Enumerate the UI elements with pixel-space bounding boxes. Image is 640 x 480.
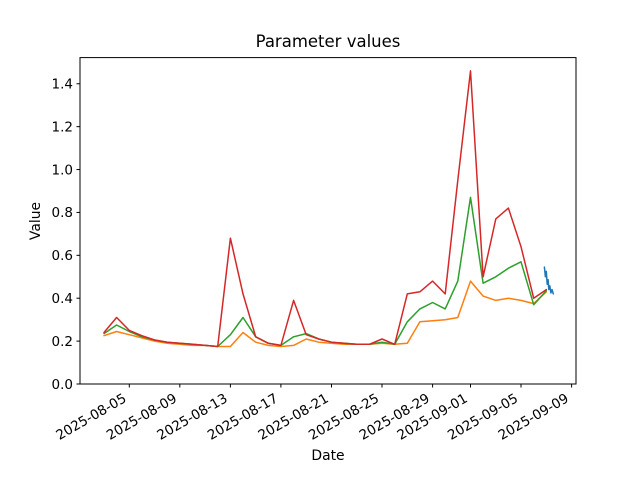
y-tick-label: 0.2 [52, 334, 73, 350]
y-tick-label: 1.4 [52, 77, 73, 93]
y-tick-label: 0.4 [52, 291, 73, 307]
y-tick-label: 0.6 [52, 248, 73, 264]
y-tick-label: 1.0 [52, 162, 73, 178]
y-tick-label: 1.2 [52, 120, 73, 136]
plot-area [79, 57, 577, 385]
x-axis-label: Date [311, 448, 345, 464]
chart-title: Parameter values [255, 32, 401, 51]
series-red-line [103, 70, 548, 348]
y-tick-label: 0.0 [52, 377, 73, 393]
y-axis-label: Value [28, 201, 44, 241]
y-tick-label: 0.8 [52, 205, 73, 221]
series-blue-recent-line [543, 266, 555, 295]
series-orange-line [103, 280, 548, 348]
